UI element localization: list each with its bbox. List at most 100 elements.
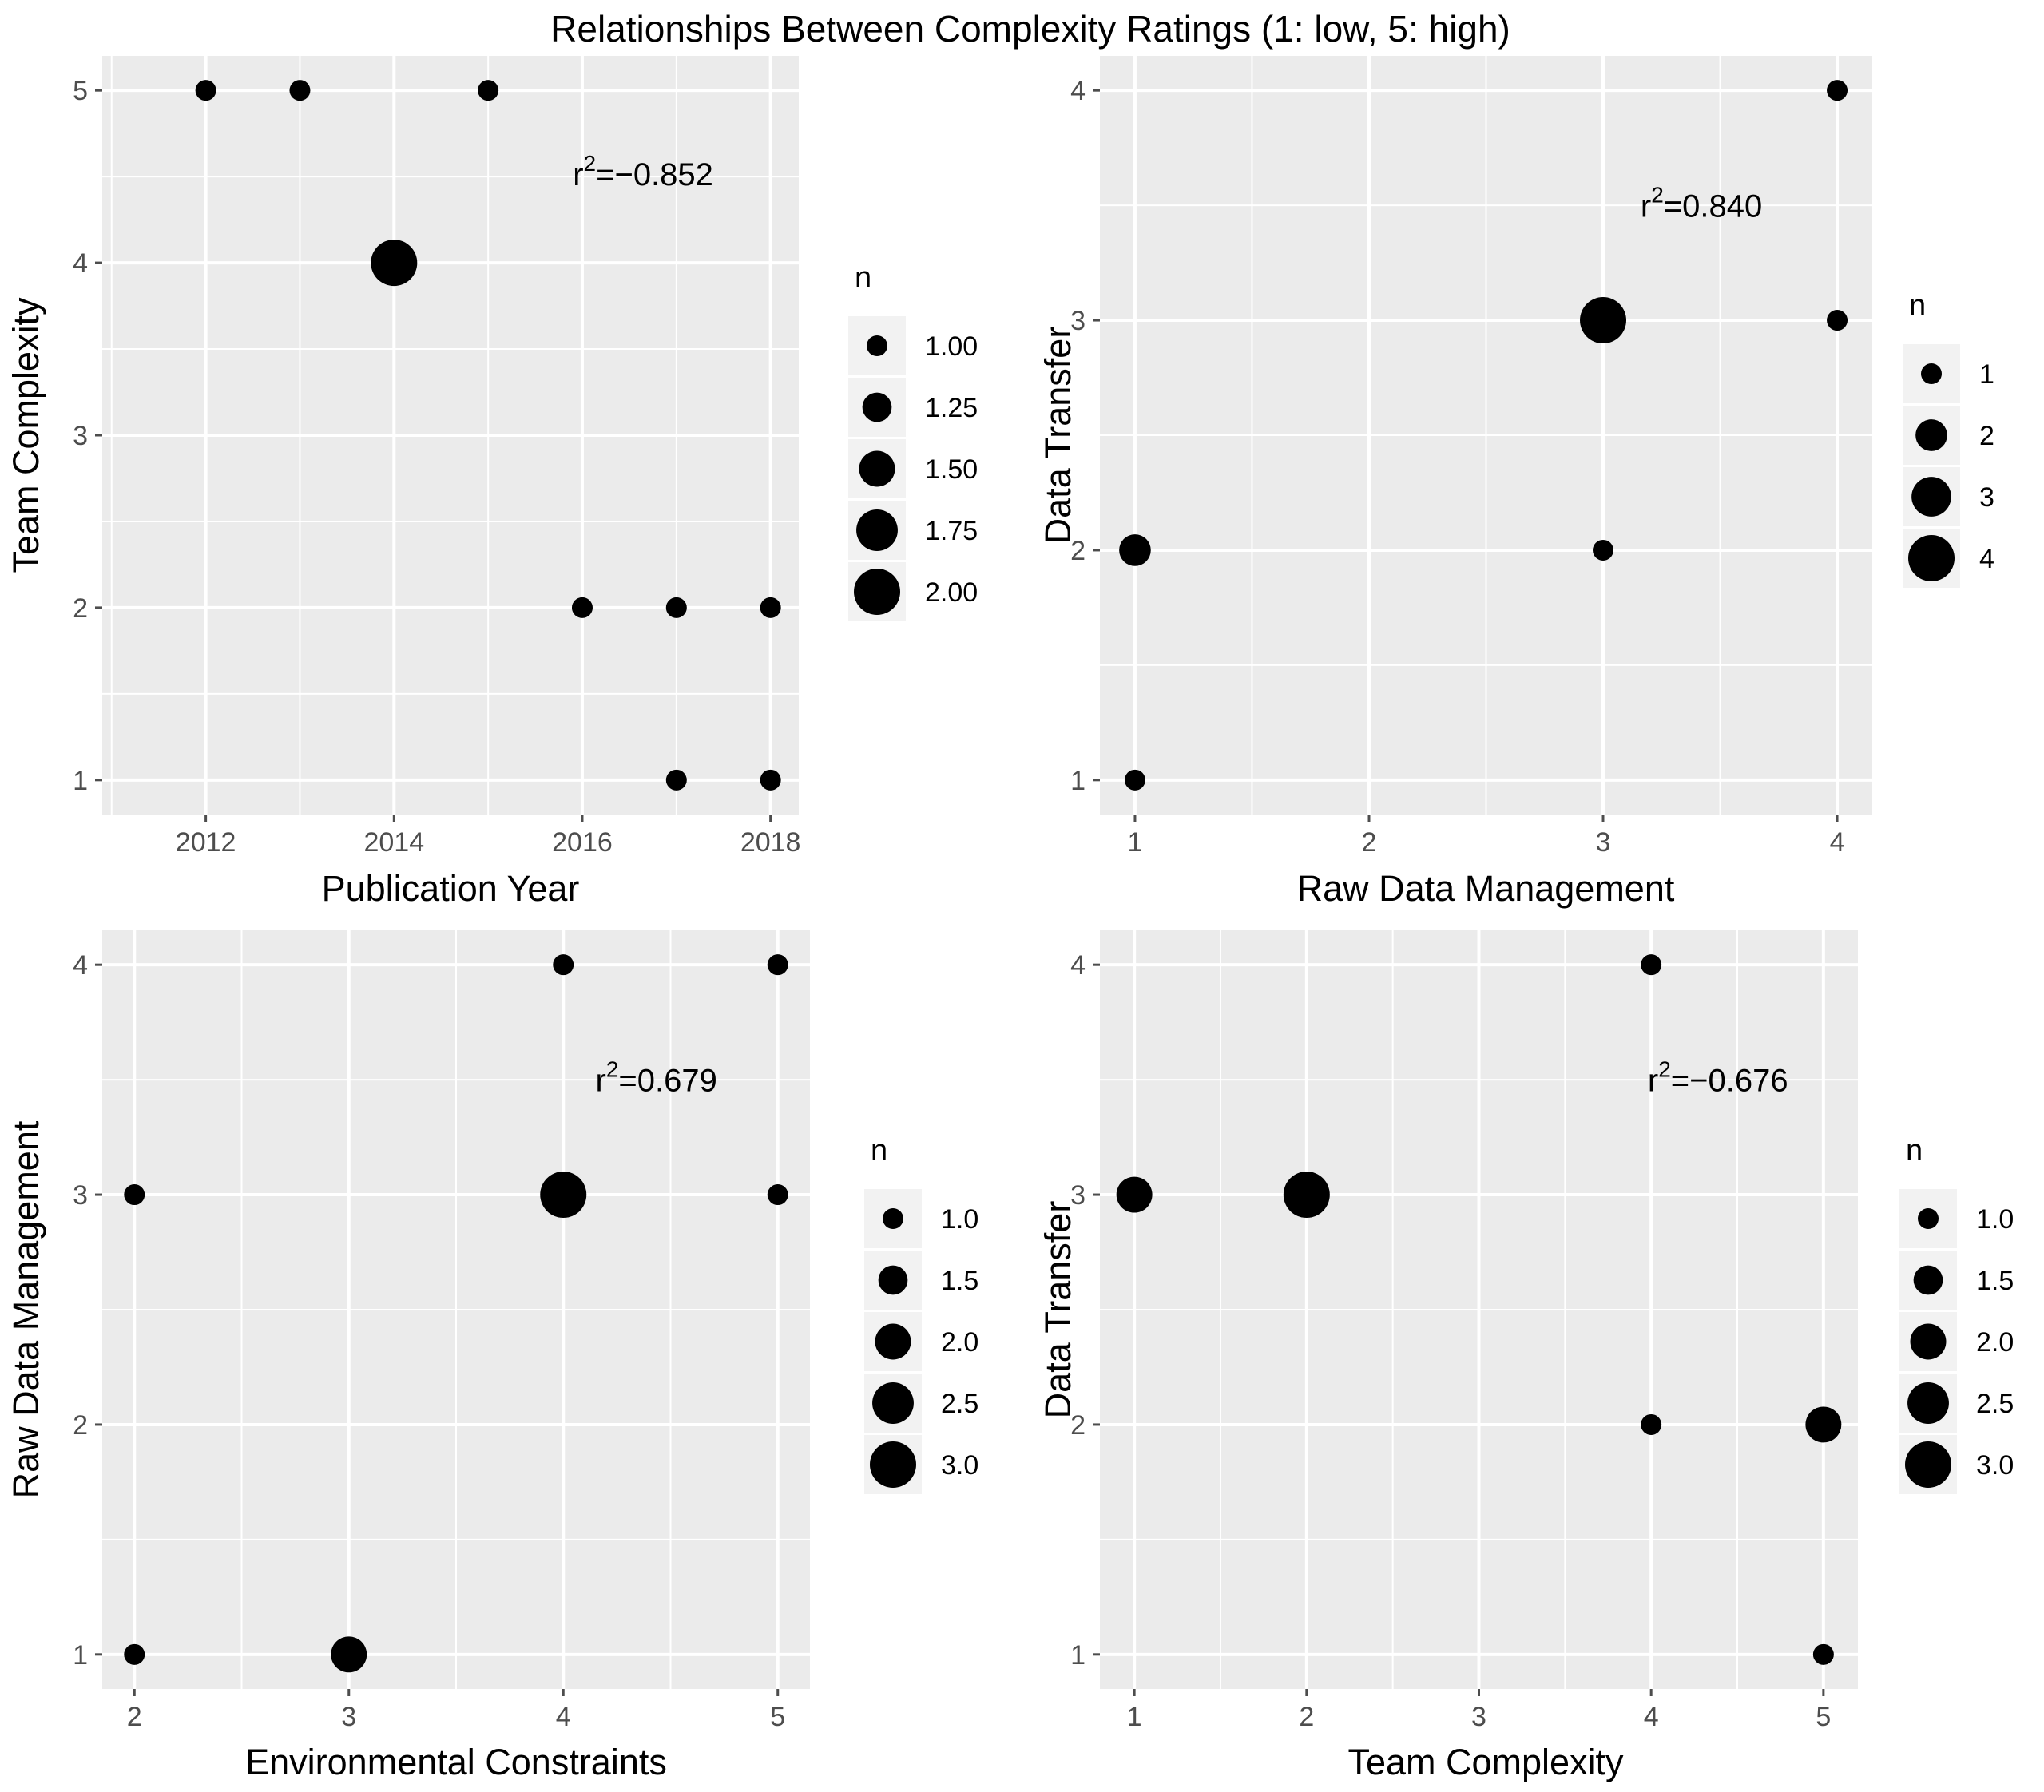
legend-title: n	[871, 1134, 887, 1168]
legend-label: 2	[1979, 421, 1994, 451]
legend-title: n	[1906, 1134, 1923, 1168]
y-tick-label: 1	[1070, 766, 1086, 796]
legend-label: 1.0	[1976, 1204, 2014, 1235]
y-tick-label: 3	[1070, 1180, 1086, 1211]
legend-symbol	[1921, 363, 1942, 384]
x-axis-title: Team Complexity	[1347, 1742, 1624, 1782]
data-point	[195, 80, 216, 101]
x-tick-label: 3	[1471, 1702, 1486, 1732]
y-tick-label: 2	[1070, 1410, 1086, 1441]
x-tick-label: 2	[1299, 1702, 1314, 1732]
legend-symbol	[854, 569, 900, 615]
data-point	[289, 80, 311, 101]
y-tick-label: 3	[73, 1180, 88, 1211]
x-axis-title: Raw Data Management	[1297, 868, 1675, 909]
legend-label: 3.0	[941, 1450, 978, 1481]
y-axis-title: Data Transfer	[1038, 327, 1078, 545]
data-point	[1812, 1643, 1834, 1665]
y-tick-label: 2	[1070, 536, 1086, 566]
y-tick-label: 3	[73, 421, 88, 451]
data-point	[1116, 1176, 1153, 1213]
data-point	[1119, 534, 1151, 566]
legend-label: 1	[1979, 359, 1994, 390]
y-tick-label: 3	[1070, 306, 1086, 336]
legend-label: 2.0	[1976, 1327, 2014, 1358]
x-tick-label: 1	[1127, 827, 1142, 858]
x-tick-label: 4	[1830, 827, 1845, 858]
data-point	[331, 1636, 367, 1673]
legend-label: 1.50	[925, 454, 978, 485]
size-legend: n 1.0 1.5 2.0 2.5 3.0	[1899, 1134, 2014, 1494]
data-point	[124, 1184, 145, 1206]
legend-symbol	[1910, 1323, 1947, 1360]
data-point	[1124, 769, 1145, 791]
size-legend: n 1.00 1.25 1.50 1.75 2.00	[848, 261, 978, 621]
x-tick-label: 2014	[363, 827, 424, 858]
legend-symbol	[883, 1208, 903, 1229]
data-point	[540, 1172, 587, 1219]
panel-4: 1 2 3 4 5 1 2 3 4 r2=−0.676 Team Complexity Data Tr…	[1038, 930, 2014, 1782]
x-tick-label: 2018	[740, 827, 801, 858]
x-tick-label: 4	[1644, 1702, 1659, 1732]
legend-label: 3.0	[1976, 1450, 2014, 1481]
legend-symbol	[875, 1323, 911, 1360]
legend-label: 1.0	[941, 1204, 978, 1235]
data-point	[767, 954, 788, 976]
data-point	[478, 80, 499, 101]
panel-2: 1 2 3 4 1 2 3 4 r2=0.840 Raw Data Management Data …	[1038, 56, 1994, 909]
legend-label: 4	[1979, 544, 1994, 574]
data-point	[760, 597, 781, 618]
data-point	[1827, 310, 1848, 331]
y-tick-label: 4	[1070, 76, 1086, 106]
data-point	[1593, 539, 1614, 561]
legend-title: n	[1909, 289, 1926, 323]
legend-symbol	[862, 392, 892, 422]
r-squared-annotation: r2=−0.676	[1648, 1057, 1788, 1099]
y-tick-label: 2	[73, 593, 88, 624]
size-legend: n 1.0 1.5 2.0 2.5 3.0	[864, 1134, 978, 1494]
legend-symbol	[1905, 1441, 1951, 1488]
y-tick-label: 2	[73, 1410, 88, 1441]
data-point	[1805, 1406, 1842, 1443]
x-tick-label: 4	[556, 1702, 571, 1732]
x-axis-title: Environmental Constraints	[245, 1742, 667, 1782]
data-point	[553, 954, 574, 976]
legend-symbol	[878, 1265, 908, 1295]
x-tick-label: 3	[1596, 827, 1611, 858]
data-point	[571, 597, 593, 618]
y-tick-label: 4	[73, 248, 88, 279]
legend-symbol	[1907, 1382, 1949, 1424]
legend-symbol	[1908, 535, 1955, 581]
legend-title: n	[855, 261, 871, 295]
legend-label: 1.5	[941, 1266, 978, 1296]
x-tick-label: 2016	[552, 827, 613, 858]
legend-symbol	[872, 1382, 914, 1424]
panel-3: 2 3 4 5 1 2 3 4 r2=0.679 Environmental Constraint…	[6, 930, 978, 1782]
x-axis-title: Publication Year	[322, 868, 580, 909]
r-squared-annotation: r2=0.679	[596, 1057, 717, 1099]
legend-label: 1.5	[1976, 1266, 2014, 1296]
y-tick-label: 1	[73, 1640, 88, 1671]
x-tick-label: 3	[341, 1702, 356, 1732]
y-axis-title: Data Transfer	[1038, 1201, 1078, 1419]
legend-symbol	[1913, 1265, 1943, 1295]
legend-symbol	[1915, 419, 1947, 451]
y-tick-label: 4	[1070, 950, 1086, 981]
legend-label: 2.0	[941, 1327, 978, 1358]
data-point	[1641, 1413, 1662, 1435]
data-point	[371, 240, 418, 287]
data-point	[1641, 954, 1662, 976]
legend-symbol	[856, 509, 898, 551]
r-squared-annotation: r2=−0.852	[573, 151, 713, 192]
y-axis-title: Team Complexity	[6, 297, 46, 573]
legend-label: 2.5	[941, 1389, 978, 1419]
y-axis-title: Raw Data Management	[6, 1120, 46, 1498]
y-tick-label: 5	[73, 76, 88, 106]
legend-label: 2.00	[925, 577, 978, 608]
x-tick-label: 5	[1816, 1702, 1831, 1732]
data-point	[767, 1184, 788, 1206]
data-point	[1827, 80, 1848, 101]
data-point	[1283, 1172, 1330, 1219]
data-point	[665, 597, 687, 618]
